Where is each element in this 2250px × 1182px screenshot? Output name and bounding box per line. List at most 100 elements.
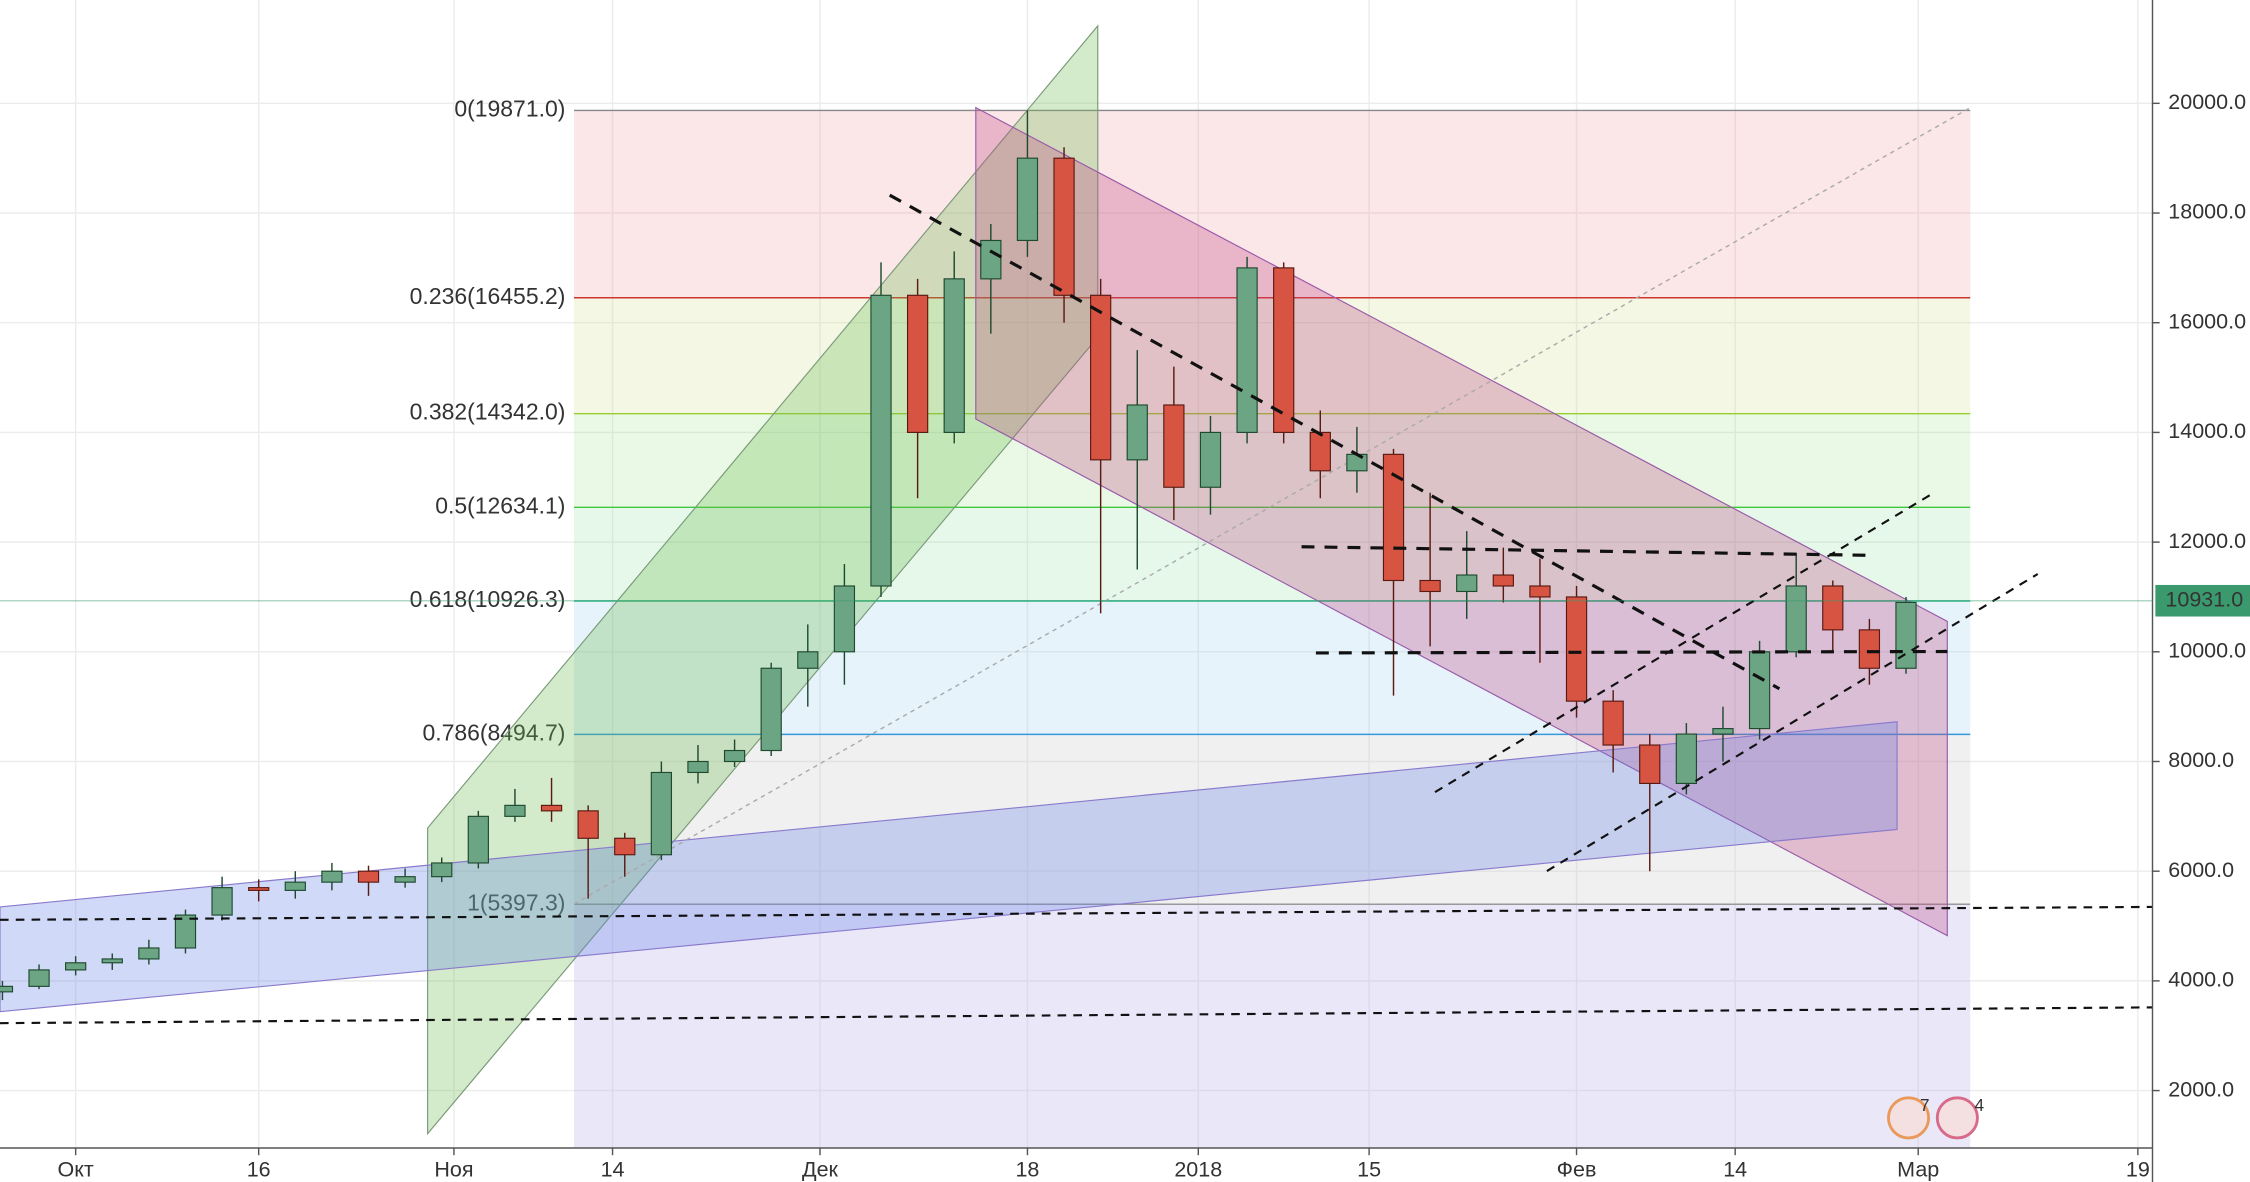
- fib-zone: [574, 734, 1971, 905]
- axes: 2000.0 4000.0 6000.0 8000.0 10000.0 12000.0 14…: [0, 90, 2250, 1182]
- trend-lines: [0, 193, 2153, 1025]
- candle-body: [504, 804, 526, 817]
- candle-body: [687, 760, 709, 774]
- grid: [0, 0, 2153, 1148]
- candle-body: [1456, 574, 1478, 593]
- candle-body: [1639, 744, 1661, 785]
- candle-body: [797, 651, 819, 669]
- x-tick-label: 14: [601, 1158, 625, 1182]
- y-tick-label: 20000.0: [2168, 90, 2246, 114]
- candle-body: [1675, 733, 1698, 785]
- candle-body: [1126, 404, 1148, 461]
- trend-line: [888, 193, 1781, 691]
- candle-body: [1199, 431, 1222, 488]
- candle-body: [1309, 431, 1331, 472]
- candle-body: [65, 962, 87, 971]
- x-tick-label: 15: [1357, 1158, 1381, 1182]
- y-tick-label: 8000.0: [2168, 748, 2234, 772]
- x-tick-label: 18: [1015, 1158, 1039, 1182]
- fib-label: 0.5(12634.1): [435, 492, 565, 518]
- candle-body: [138, 947, 160, 960]
- fib-zone: [574, 297, 1971, 414]
- candle-body: [906, 294, 929, 433]
- candle-body: [28, 969, 50, 987]
- x-tick-label: Дек: [802, 1158, 839, 1182]
- candle-body: [1492, 574, 1514, 587]
- fib-zone: [574, 413, 1971, 508]
- candle-body: [467, 815, 489, 864]
- candle-body: [1273, 267, 1295, 433]
- y-tick-label: 12000.0: [2168, 529, 2246, 553]
- fib-label: 0(19871.0): [454, 95, 565, 121]
- long-channel: [0, 721, 1898, 1013]
- candle-body: [211, 887, 233, 916]
- candle-body: [1748, 651, 1771, 730]
- candle-body: [1346, 453, 1368, 472]
- candle-body: [248, 887, 270, 891]
- fib-label: 0.236(16455.2): [410, 283, 566, 309]
- candle-body: [1090, 294, 1112, 461]
- candle-body: [943, 278, 965, 433]
- trend-line: [1301, 545, 1873, 557]
- candle-body: [833, 585, 856, 653]
- trend-line: [0, 1006, 2153, 1025]
- candle-body: [284, 881, 306, 891]
- x-tick-label: Ноя: [434, 1158, 473, 1182]
- candle-body: [1822, 585, 1844, 631]
- candle-body: [1016, 157, 1039, 242]
- fib-label: 0.382(14342.0): [410, 399, 566, 425]
- event-badges[interactable]: 7 4: [1887, 1095, 1985, 1140]
- candle-body: [1565, 596, 1588, 702]
- candle-body: [1602, 700, 1624, 746]
- x-tick-label: Фев: [1557, 1158, 1597, 1182]
- y-tick-label: 6000.0: [2168, 858, 2234, 882]
- candle-body: [1236, 267, 1258, 433]
- candle-body: [980, 239, 1002, 280]
- badge-icon[interactable]: [1887, 1096, 1931, 1140]
- fib-label: 0.786(8494.7): [422, 719, 565, 745]
- candle-body: [1419, 579, 1441, 593]
- candle-body: [1785, 585, 1807, 653]
- x-tick-label: 2018: [1174, 1158, 1222, 1182]
- y-tick-label: 14000.0: [2168, 419, 2246, 443]
- drawings: [0, 24, 1971, 1136]
- fib-label: 0.618(10926.3): [410, 586, 566, 612]
- y-tick-label: 4000.0: [2168, 968, 2234, 992]
- x-tick-label: Окт: [58, 1158, 94, 1182]
- trend-line: [1546, 573, 2039, 872]
- candle-body: [1163, 404, 1185, 488]
- y-tick-label: 18000.0: [2168, 200, 2246, 224]
- candle-body: [1053, 157, 1075, 296]
- candle-body: [650, 771, 673, 856]
- candle-body: [1529, 585, 1551, 598]
- x-tick-label: Мар: [1897, 1158, 1939, 1182]
- candle-body: [870, 294, 892, 587]
- last-price-label: 10931.0: [2165, 587, 2243, 611]
- candle-body: [394, 876, 416, 883]
- falling-channel: [975, 106, 1948, 937]
- badge-count: 7: [1920, 1095, 1930, 1115]
- trend-line: [0, 905, 2153, 921]
- fib-zone: [574, 904, 1971, 1148]
- time-axis-bg: [0, 1148, 2250, 1182]
- candle-body: [0, 985, 14, 993]
- y-tick-label: 10000.0: [2168, 638, 2246, 662]
- candle-body: [357, 870, 380, 883]
- candle-body: [577, 810, 599, 839]
- y-tick-label: 16000.0: [2168, 309, 2246, 333]
- badge-count: 4: [1975, 1095, 1985, 1115]
- badge-icon[interactable]: [1935, 1096, 1979, 1140]
- fib-zone: [574, 110, 1971, 298]
- candle-body: [174, 914, 197, 949]
- candles: [0, 110, 1917, 1001]
- y-tick-label: 2000.0: [2168, 1077, 2234, 1101]
- candle-body: [1858, 629, 1881, 669]
- candle-body: [101, 958, 123, 964]
- candle-body: [1712, 728, 1734, 735]
- last-price-tag: [2155, 584, 2250, 617]
- candle-body: [431, 862, 453, 878]
- x-tick-label: 19: [2126, 1158, 2150, 1182]
- x-tick-label: 14: [1723, 1158, 1747, 1182]
- fib-zone: [574, 507, 1971, 601]
